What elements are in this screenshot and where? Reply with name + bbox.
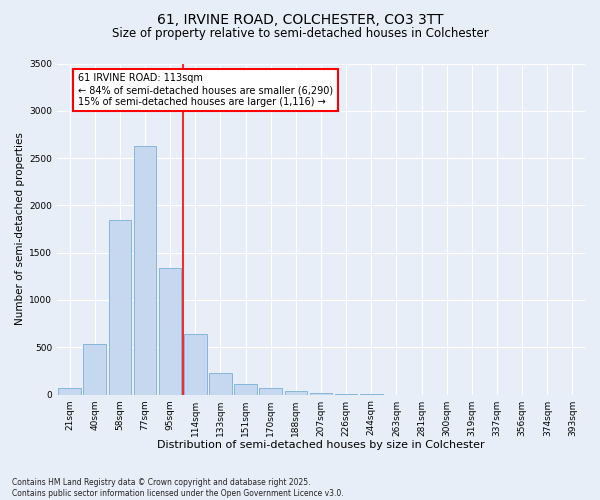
Text: Contains HM Land Registry data © Crown copyright and database right 2025.
Contai: Contains HM Land Registry data © Crown c… <box>12 478 344 498</box>
Bar <box>310 392 332 394</box>
Bar <box>259 388 282 394</box>
Text: 61 IRVINE ROAD: 113sqm
← 84% of semi-detached houses are smaller (6,290)
15% of : 61 IRVINE ROAD: 113sqm ← 84% of semi-det… <box>78 74 333 106</box>
Bar <box>284 391 307 394</box>
Y-axis label: Number of semi-detached properties: Number of semi-detached properties <box>15 132 25 326</box>
Bar <box>159 268 181 394</box>
Bar <box>234 384 257 394</box>
Bar <box>184 334 206 394</box>
Bar <box>109 220 131 394</box>
Text: 61, IRVINE ROAD, COLCHESTER, CO3 3TT: 61, IRVINE ROAD, COLCHESTER, CO3 3TT <box>157 12 443 26</box>
Bar <box>58 388 81 394</box>
X-axis label: Distribution of semi-detached houses by size in Colchester: Distribution of semi-detached houses by … <box>157 440 485 450</box>
Bar <box>134 146 157 394</box>
Text: Size of property relative to semi-detached houses in Colchester: Size of property relative to semi-detach… <box>112 28 488 40</box>
Bar <box>83 344 106 395</box>
Bar <box>209 373 232 394</box>
